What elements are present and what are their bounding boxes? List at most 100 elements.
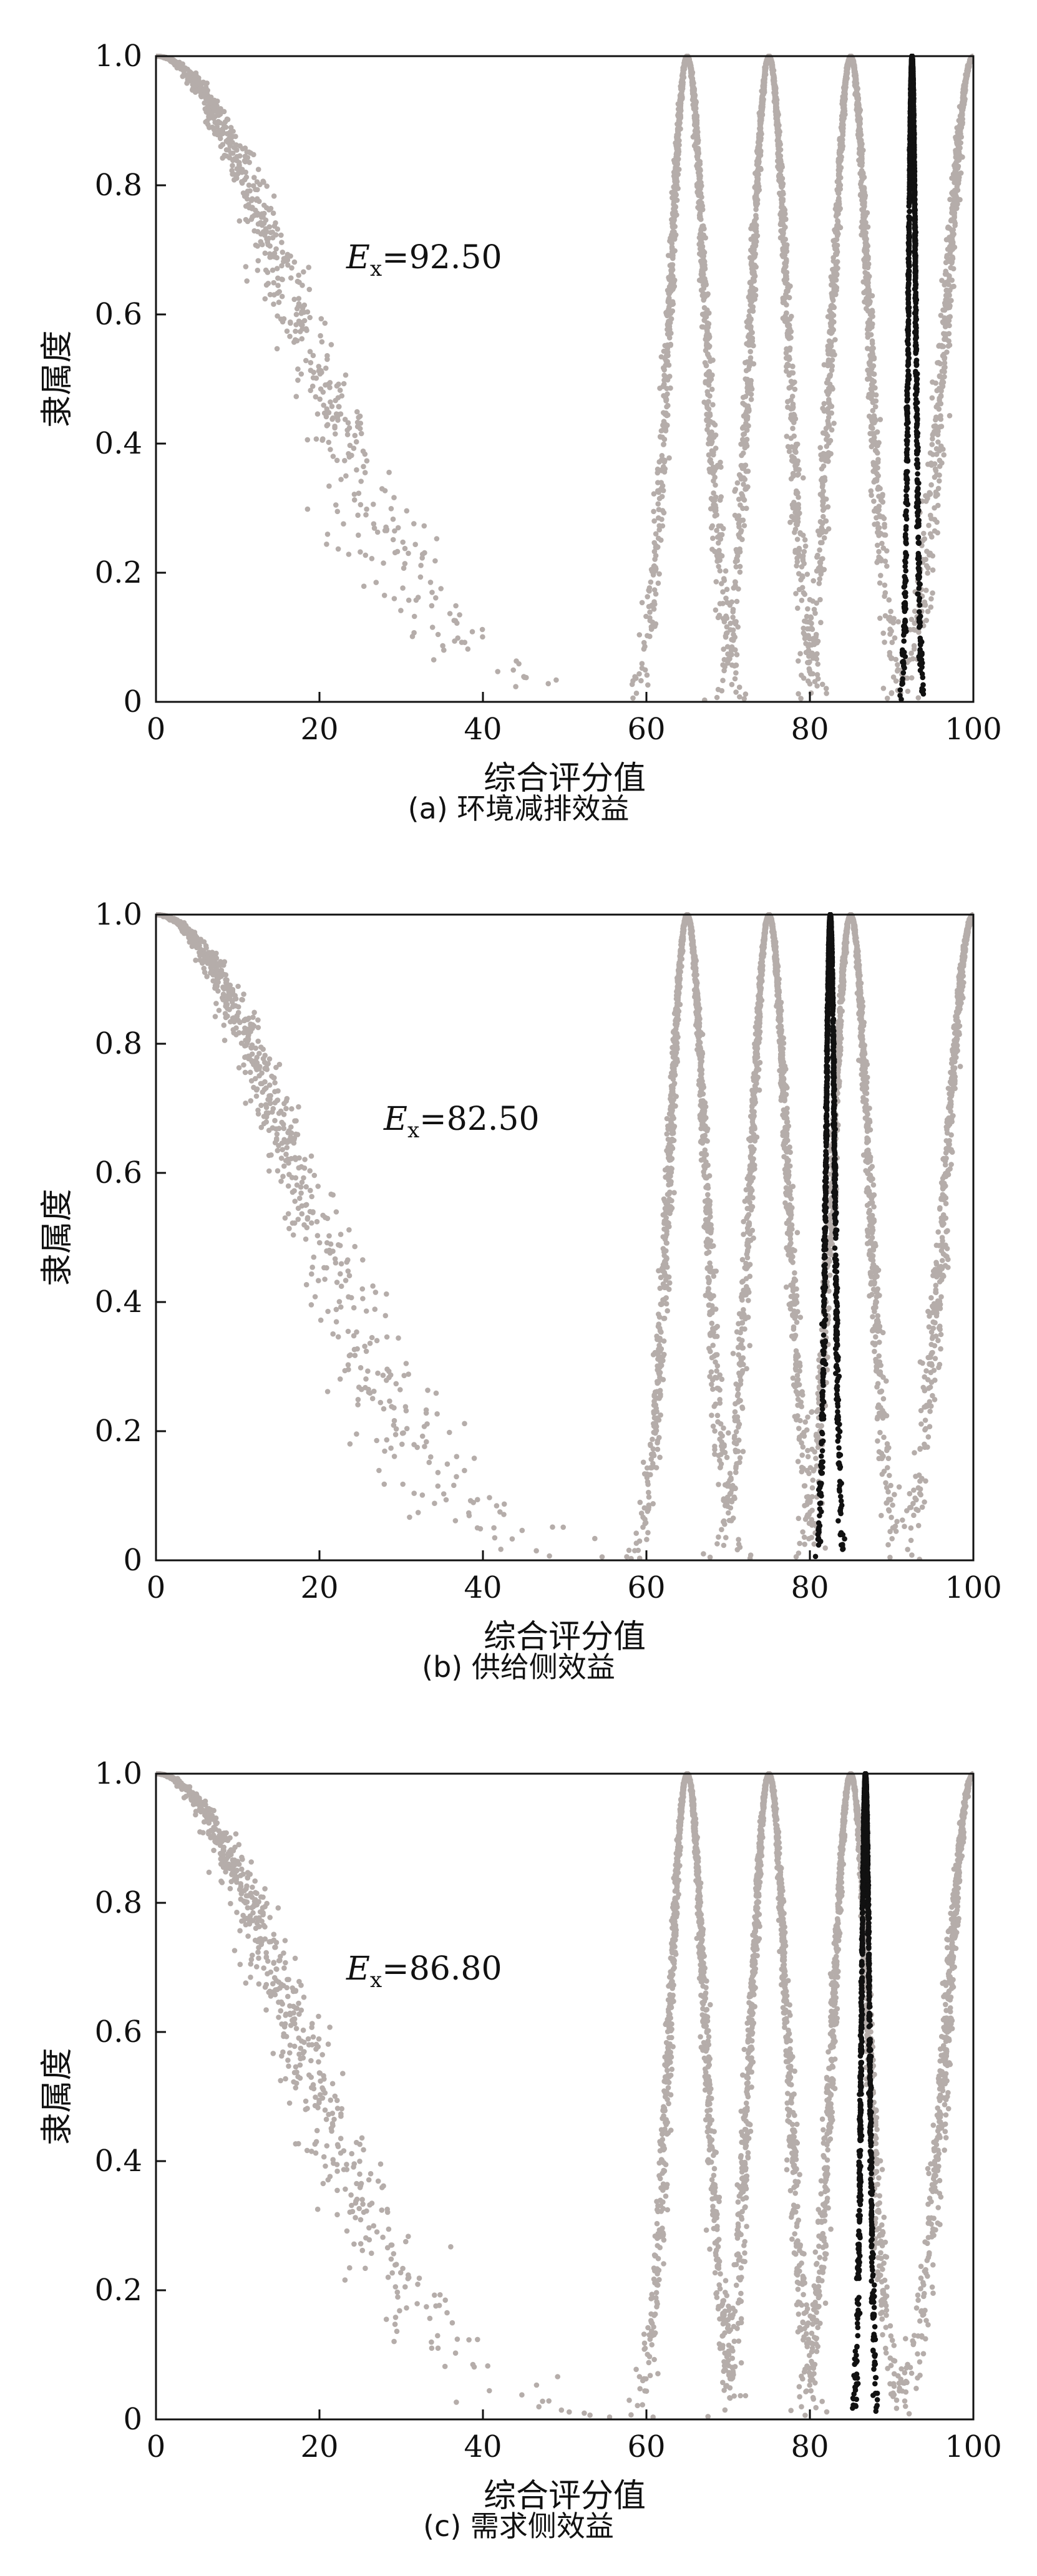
reference-point: [309, 383, 316, 389]
reference-point: [817, 445, 823, 450]
reference-point: [728, 620, 733, 626]
reference-point: [232, 145, 238, 151]
reference-point: [877, 580, 883, 586]
reference-point: [736, 472, 742, 478]
reference-point: [371, 521, 377, 527]
reference-point: [824, 389, 830, 394]
reference-point: [742, 691, 749, 697]
reference-point: [696, 200, 701, 206]
reference-point: [865, 261, 872, 267]
reference-point: [738, 441, 744, 447]
reference-point: [711, 490, 716, 496]
reference-point: [718, 494, 724, 500]
reference-point: [882, 532, 887, 538]
reference-point: [357, 413, 363, 419]
reference-point: [263, 282, 270, 288]
reference-point: [318, 333, 323, 339]
reference-point: [783, 350, 789, 356]
reference-point: [285, 262, 291, 268]
reference-point: [859, 156, 865, 162]
reference-point: [783, 260, 789, 266]
reference-point: [809, 625, 814, 631]
reference-point: [317, 396, 323, 402]
reference-point: [820, 463, 827, 469]
reference-point: [821, 401, 827, 407]
reference-point: [751, 255, 757, 260]
reference-point: [334, 414, 341, 420]
reference-point: [351, 445, 357, 451]
reference-point: [226, 155, 233, 161]
reference-point: [709, 448, 715, 454]
reference-point: [663, 396, 669, 401]
reference-point: [937, 478, 942, 484]
reference-point: [739, 465, 746, 471]
reference-point: [830, 349, 836, 354]
reference-point: [714, 512, 719, 518]
reference-point: [733, 670, 739, 676]
reference-point: [658, 354, 665, 360]
reference-point: [351, 497, 358, 503]
reference-point: [672, 248, 678, 254]
reference-point: [186, 72, 192, 78]
reference-point: [705, 291, 711, 297]
reference-point: [668, 385, 673, 391]
reference-point: [882, 590, 889, 596]
reference-point: [814, 672, 820, 678]
reference-point: [772, 95, 778, 102]
reference-point: [723, 568, 729, 574]
reference-point: [209, 113, 215, 119]
reference-point: [834, 178, 840, 185]
reference-point: [704, 351, 711, 357]
reference-point: [651, 606, 657, 612]
reference-point: [801, 590, 807, 596]
reference-point: [516, 661, 522, 667]
reference-point: [826, 440, 832, 446]
reference-point: [836, 195, 842, 202]
reference-point: [870, 425, 875, 431]
reference-point: [306, 286, 313, 293]
reference-point: [810, 598, 815, 604]
reference-point: [402, 545, 408, 552]
reference-point: [862, 191, 867, 197]
reference-point: [717, 601, 723, 606]
reference-point: [871, 508, 877, 514]
reference-point: [355, 512, 361, 518]
reference-point: [333, 502, 339, 508]
reference-point: [392, 528, 397, 534]
reference-point: [741, 475, 747, 481]
reference-point: [421, 523, 427, 529]
reference-point: [639, 600, 645, 606]
reference-point: [753, 213, 759, 218]
reference-point: [795, 605, 801, 611]
reference-point: [356, 490, 362, 496]
reference-point: [268, 230, 274, 236]
reference-point: [326, 439, 332, 445]
reference-point: [800, 557, 806, 563]
reference-point: [630, 695, 636, 701]
reference-point: [326, 483, 332, 489]
reference-point: [675, 147, 681, 153]
reference-point: [876, 525, 882, 531]
reference-point: [381, 560, 386, 566]
reference-point: [293, 337, 298, 343]
reference-point: [404, 508, 410, 514]
reference-point: [778, 210, 784, 215]
reference-point: [343, 372, 349, 378]
reference-point: [236, 218, 243, 224]
reference-point: [193, 70, 199, 76]
reference-point: [744, 381, 751, 386]
reference-point: [930, 567, 936, 573]
reference-point: [648, 566, 655, 573]
reference-point: [772, 88, 779, 94]
reference-point: [794, 555, 800, 561]
reference-point: [852, 79, 858, 84]
reference-point: [706, 452, 712, 458]
reference-point: [801, 548, 807, 555]
reference-point: [670, 211, 676, 218]
reference-point: [704, 320, 710, 326]
reference-point: [806, 660, 812, 666]
reference-point: [251, 175, 257, 180]
reference-point: [799, 564, 805, 570]
reference-point: [790, 505, 796, 511]
reference-point: [214, 110, 220, 116]
